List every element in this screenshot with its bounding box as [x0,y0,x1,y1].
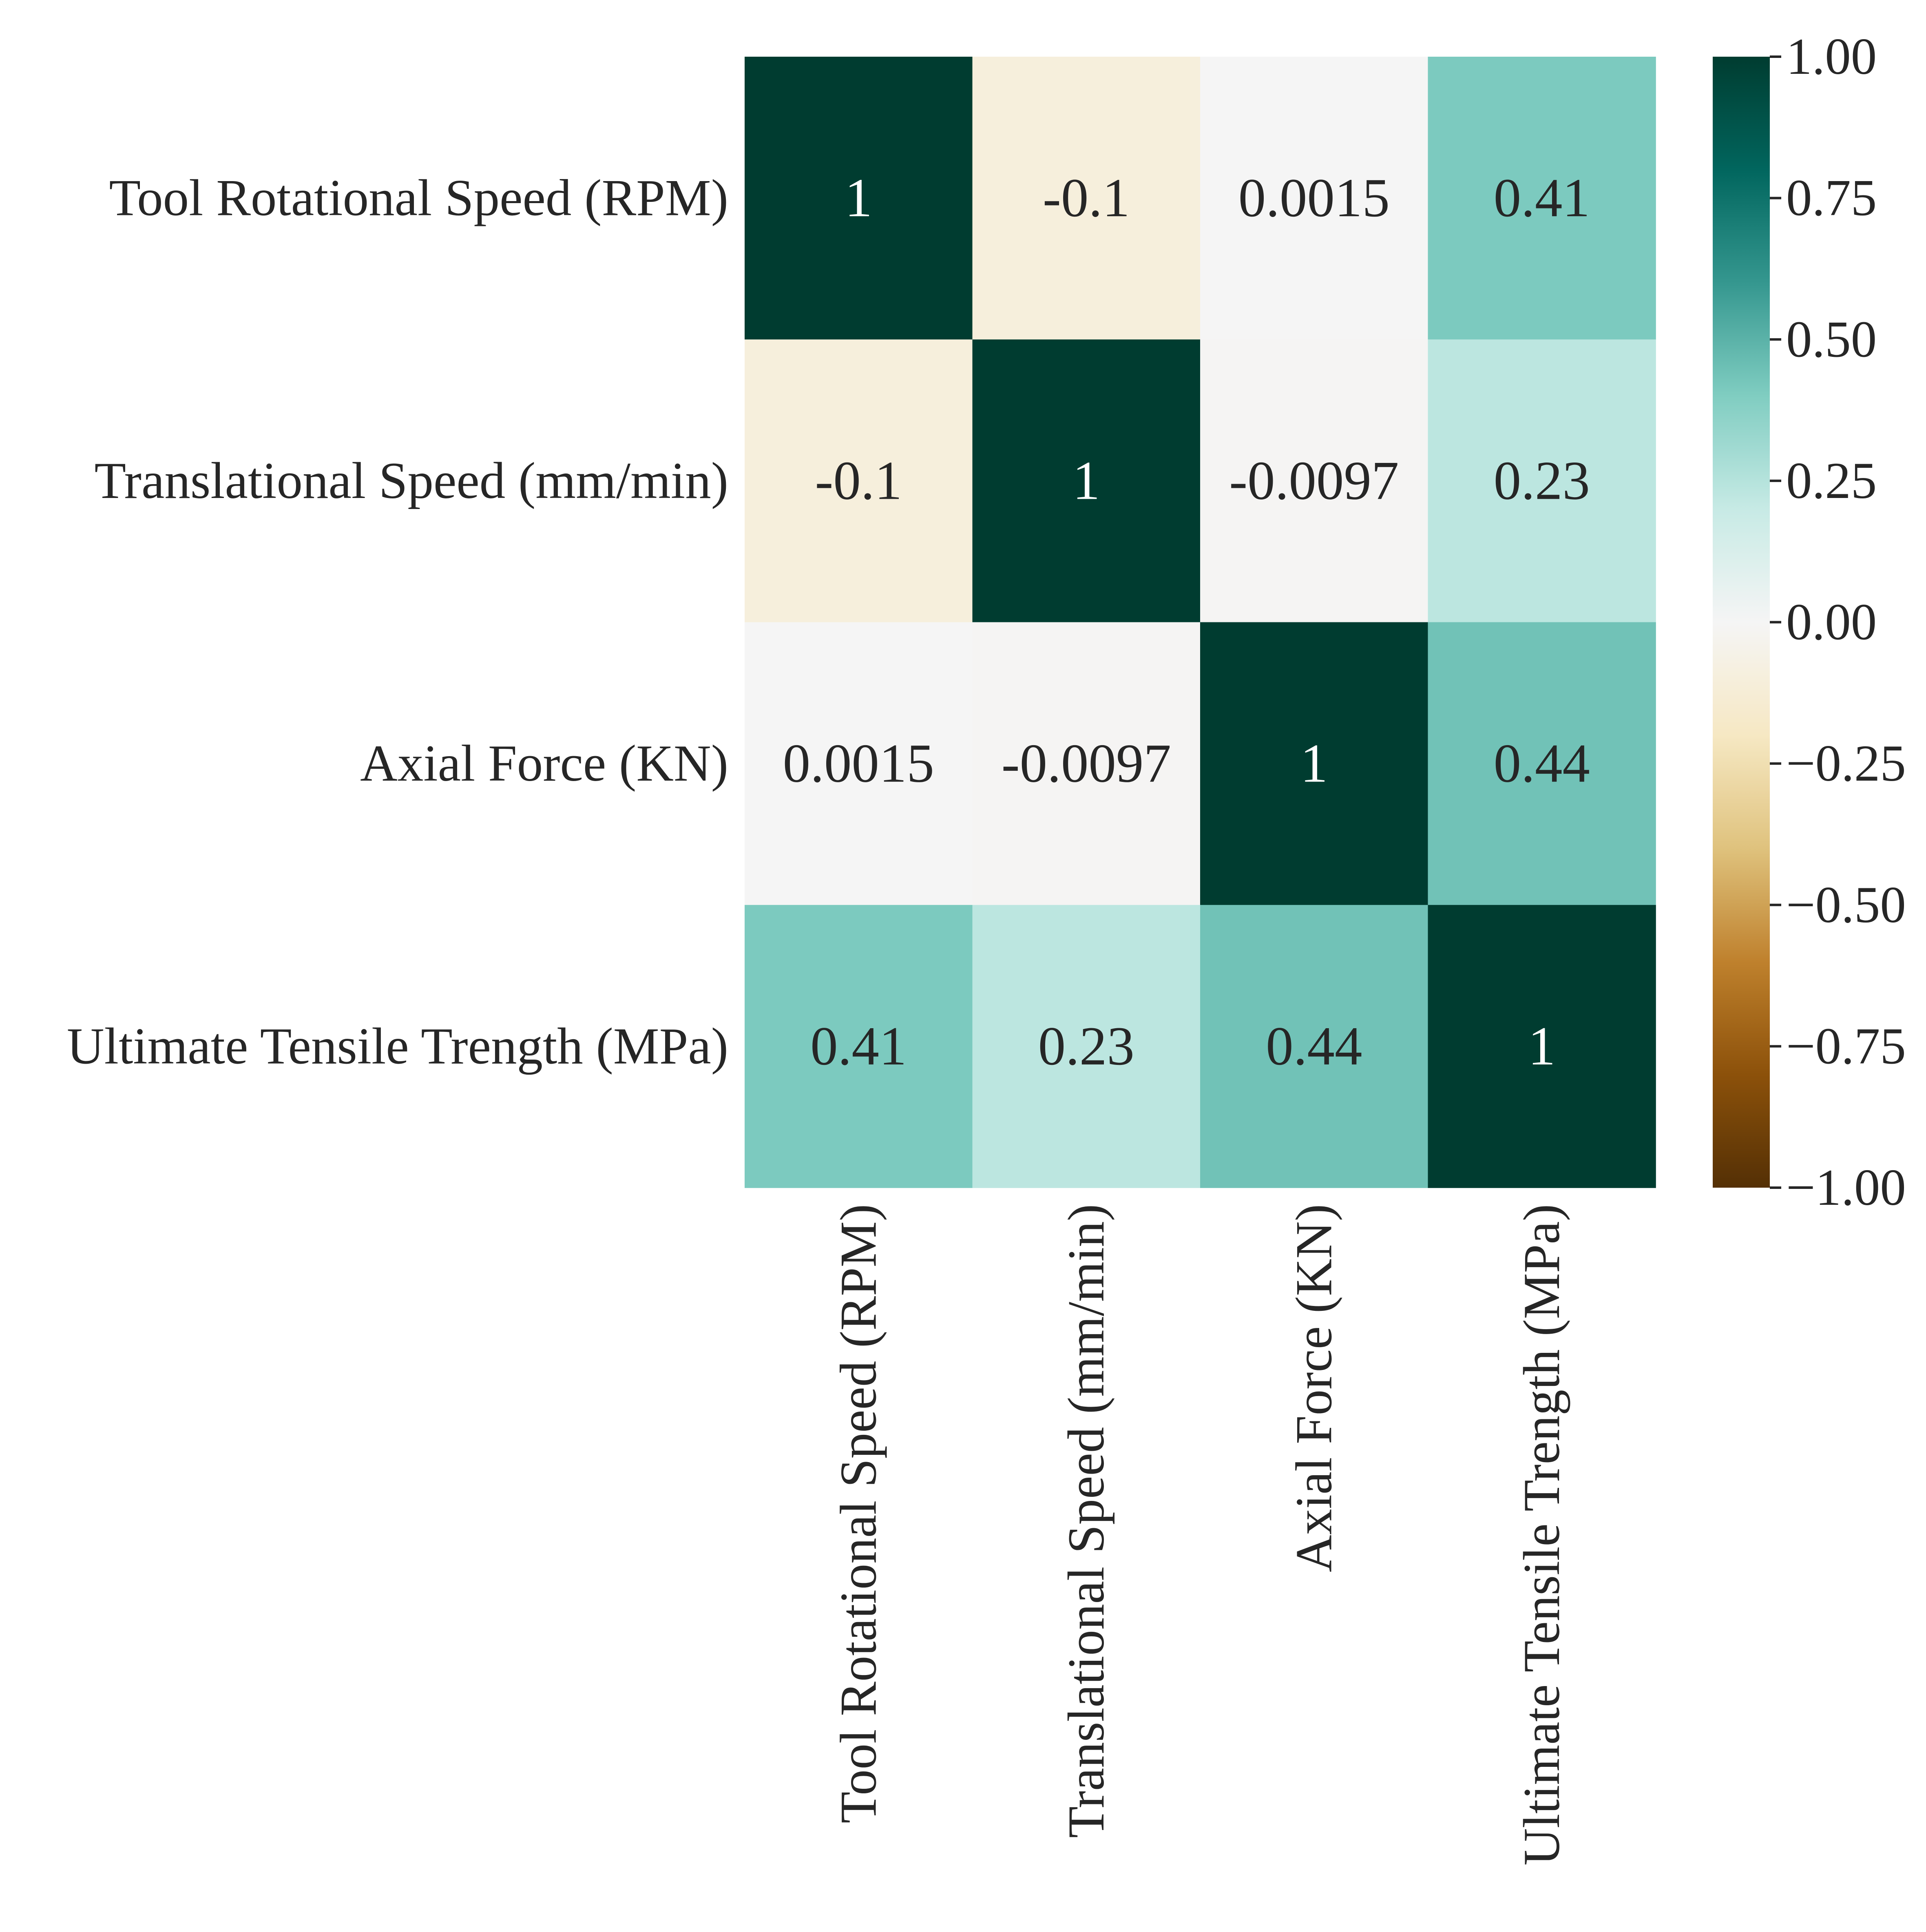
cell-annotation-r3-c2: 0.44 [1266,1016,1362,1077]
heatmap-cell-r3-c0 [745,905,973,1188]
y-tick-label-0: Tool Rotational Speed (RPM) [109,170,728,227]
colorbar-tick-label-4: 0.00 [1786,594,1877,651]
heatmap-cell-r3-c1 [972,905,1201,1188]
x-tick-label-3: Ultimate Tensile Trength (MPa) [1513,1204,1570,1866]
colorbar-gradient [1713,57,1770,1188]
heatmap-cell-r2-c0 [745,622,973,905]
heatmap-cell-r3-c2 [1200,905,1428,1188]
x-axis-tick-labels: Tool Rotational Speed (RPM) Translational… [830,1204,1570,1866]
colorbar-tick-label-8: −1.00 [1786,1159,1906,1216]
colorbar-tick-label-2: 0.50 [1786,311,1877,368]
heatmap-cell-r1-c0 [745,339,973,623]
y-tick-label-3: Ultimate Tensile Trength (MPa) [67,1018,728,1075]
cell-annotation-r2-c2: 1 [1300,733,1328,794]
cell-annotation-r0-c2: 0.0015 [1238,168,1390,228]
x-tick-label-0: Tool Rotational Speed (RPM) [830,1204,887,1824]
heatmap-cell-r1-c2 [1200,339,1428,623]
cell-annotation-r1-c2: -0.0097 [1229,450,1399,511]
cell-annotation-r1-c1: 1 [1072,450,1100,511]
heatmap-cell-r0-c1 [972,57,1201,340]
heatmap-cell-r0-c3 [1428,57,1656,340]
colorbar-tick-label-3: 0.25 [1786,452,1877,509]
heatmap-cell-r2-c2 [1200,622,1428,905]
heatmap-cell-r2-c3 [1428,622,1656,905]
heatmap-cells [745,57,1656,1188]
colorbar-ticks: 1.00 0.75 0.50 0.25 0.00 −0.25 −0.50 −0.75 −1.00 [1770,28,1906,1216]
colorbar-tick-label-1: 0.75 [1786,170,1877,227]
cell-annotation-r0-c3: 0.41 [1494,168,1590,228]
cell-annotation-r3-c0: 0.41 [810,1016,907,1077]
colorbar-tick-label-6: −0.50 [1786,876,1906,934]
heatmap-cell-r1-c1 [972,339,1201,623]
cell-annotation-r2-c0: 0.0015 [783,733,934,794]
cell-annotation-r1-c3: 0.23 [1494,450,1590,511]
colorbar-tick-label-7: −0.75 [1786,1018,1906,1075]
cell-annotation-r1-c0: -0.1 [815,450,902,511]
y-tick-label-1: Translational Speed (mm/min) [95,452,728,509]
heatmap-cell-r3-c3 [1428,905,1656,1188]
colorbar-tick-label-0: 1.00 [1786,28,1877,85]
cell-annotation-r0-c0: 1 [845,168,873,228]
cell-annotation-r0-c1: -0.1 [1043,168,1130,228]
colorbar: 1.00 0.75 0.50 0.25 0.00 −0.25 −0.50 −0.75 −1.00 [1713,28,1906,1216]
heatmap-cell-r2-c1 [972,622,1201,905]
y-tick-label-2: Axial Force (KN) [360,735,728,792]
cell-annotation-r2-c3: 0.44 [1494,733,1590,794]
heatmap-cell-r1-c3 [1428,339,1656,623]
cell-annotations: 1 -0.1 0.0015 0.41 -0.1 1 -0.0097 0.23 0.0015 -0.… [783,168,1590,1077]
cell-annotation-r3-c3: 1 [1528,1016,1556,1077]
heatmap-cell-r0-c0 [745,57,973,340]
y-axis-tick-labels: Tool Rotational Speed (RPM) Translational… [67,170,728,1075]
cell-annotation-r2-c1: -0.0097 [1002,733,1171,794]
x-tick-label-2: Axial Force (KN) [1285,1204,1342,1572]
cell-annotation-r3-c1: 0.23 [1038,1016,1134,1077]
heatmap-cell-r0-c2 [1200,57,1428,340]
colorbar-tick-label-5: −0.25 [1786,735,1906,792]
x-tick-label-1: Translational Speed (mm/min) [1058,1204,1115,1838]
